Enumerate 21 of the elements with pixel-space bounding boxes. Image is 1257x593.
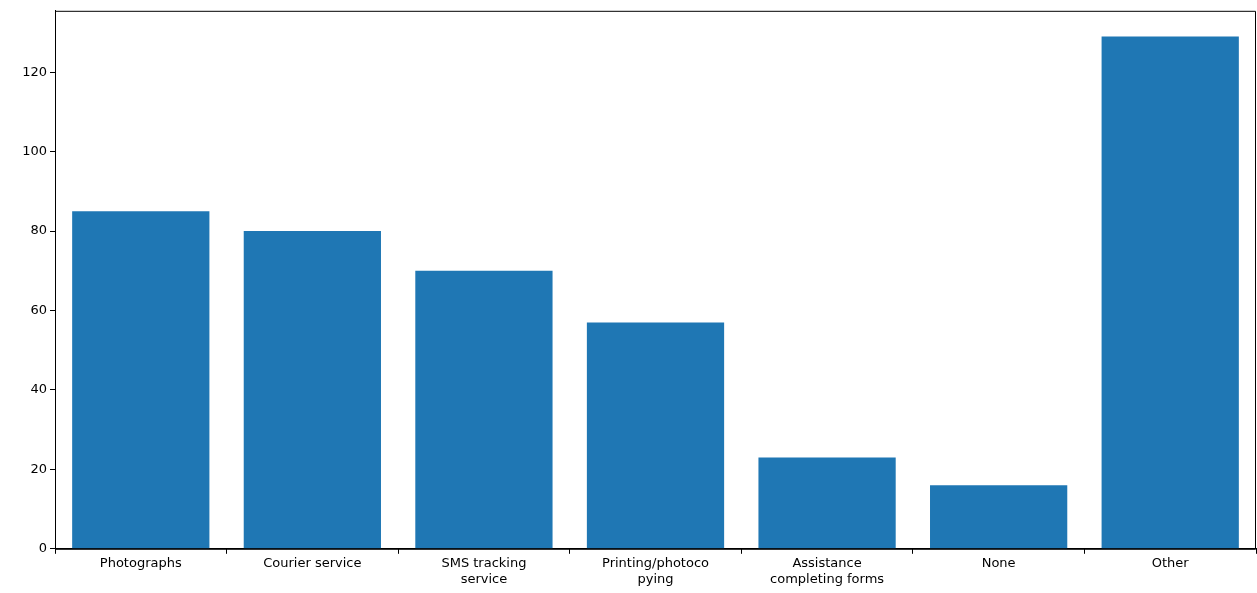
x-tick-label: Courier service xyxy=(263,554,362,570)
bar xyxy=(243,231,381,549)
y-tick-label: 60 xyxy=(30,301,47,317)
y-tick-label: 100 xyxy=(22,142,47,158)
x-tick-label: Assistance completing forms xyxy=(770,554,885,586)
bar xyxy=(930,485,1068,549)
bar xyxy=(415,270,553,549)
x-tick-label: Other xyxy=(1151,554,1190,570)
y-tick-label: 0 xyxy=(38,540,47,556)
x-tick-label: Printing/photocopying xyxy=(602,554,710,586)
bar xyxy=(1101,36,1239,549)
x-tick-label: None xyxy=(981,554,1016,570)
x-tick-label: Photographs xyxy=(99,554,182,570)
bar xyxy=(586,322,725,549)
y-tick-label: 120 xyxy=(22,63,47,79)
bar xyxy=(758,457,896,549)
x-tick-label: SMS tracking service xyxy=(441,554,527,586)
y-tick-label: 20 xyxy=(30,460,47,476)
bar xyxy=(72,211,210,549)
y-tick-label: 40 xyxy=(30,381,47,397)
y-tick-label: 80 xyxy=(30,222,47,238)
